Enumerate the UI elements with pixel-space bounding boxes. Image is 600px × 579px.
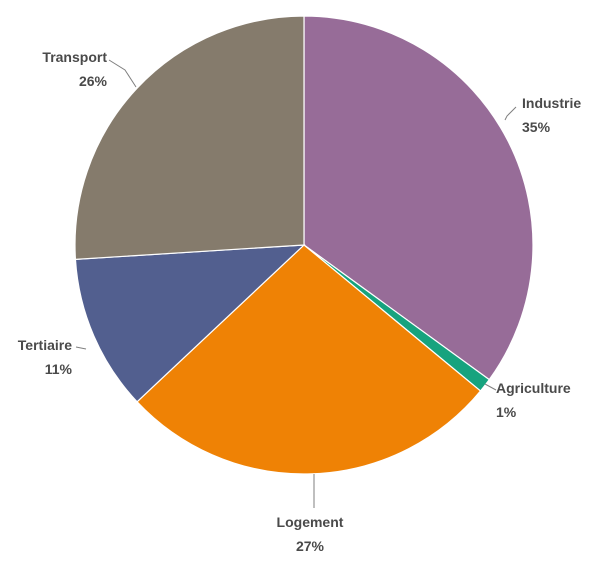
slice-label-agriculture: Agriculture [496,380,571,396]
slice-value-tertiaire: 11% [45,361,73,377]
pie-slices [74,15,534,475]
leader-line-transport [108,59,137,88]
slice-label-logement: Logement [277,514,344,530]
slice-labels: Industrie 35% Agriculture 1% Logement 27% Tert… [18,49,582,554]
slice-value-agriculture: 1% [496,404,517,420]
leader-line-tertiaire [75,346,87,350]
slice-value-transport: 26% [79,73,108,89]
slice-label-transport: Transport [42,49,107,65]
slice-label-industrie: Industrie [522,95,581,111]
leader-line-agriculture [484,383,497,391]
slice-value-logement: 27% [296,538,325,554]
pie-slice-tertiaire [74,244,306,403]
slice-label-tertiaire: Tertiaire [18,337,72,353]
pie-slice-industrie [303,15,534,381]
label-leader-lines [75,59,517,508]
leader-line-industrie [504,106,517,121]
pie-slice-logement [136,244,482,475]
pie-slice-transport [74,15,305,261]
slice-value-industrie: 35% [522,119,551,135]
